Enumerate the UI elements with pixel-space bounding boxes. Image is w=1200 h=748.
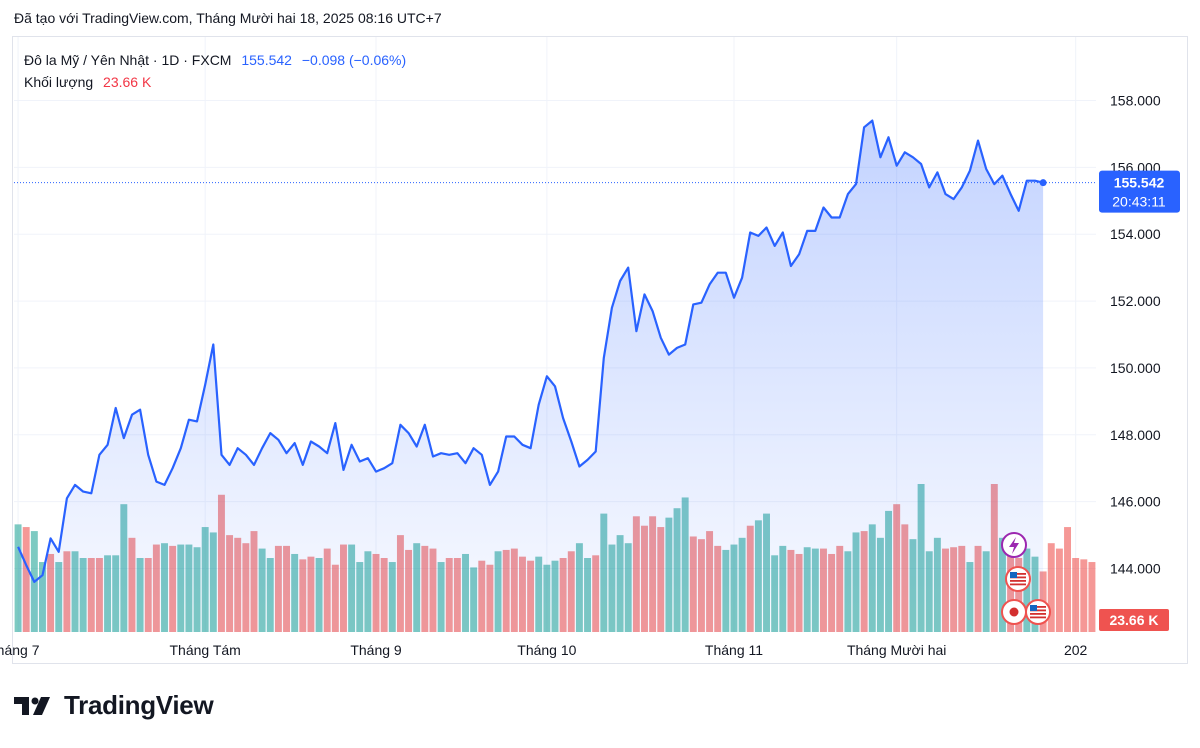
- y-tick-label[interactable]: 148.000: [1110, 427, 1161, 443]
- price-line: [17, 119, 1044, 583]
- y-tick-label[interactable]: 146.000: [1110, 494, 1161, 510]
- volume-bar: [1072, 558, 1080, 632]
- time-axis[interactable]: háng 7 Tháng Tám Tháng 9 Tháng 10 Tháng 11 Th…: [0, 642, 1088, 658]
- us-flag-stripe: [1030, 613, 1046, 615]
- x-tick-label[interactable]: Tháng 9: [350, 642, 402, 658]
- axis-tags: 155.542 20:43:11 23.66 K: [1099, 170, 1180, 631]
- y-tick-label[interactable]: 158.000: [1110, 93, 1161, 109]
- volume-bar: [1047, 543, 1055, 632]
- x-tick-label[interactable]: Tháng 11: [705, 642, 763, 658]
- us-flag-ring: [1025, 599, 1051, 625]
- us-flag-stripe: [1010, 580, 1026, 582]
- volume-bar: [1080, 559, 1088, 632]
- price-area: [14, 119, 1096, 632]
- us-flag-icon[interactable]: [1025, 599, 1051, 625]
- price-tag: [1099, 170, 1180, 213]
- volume-label[interactable]: Khối lượng: [24, 74, 94, 90]
- x-tick-label[interactable]: 202: [1064, 642, 1088, 658]
- event-icons[interactable]: [1001, 532, 1051, 625]
- volume-bar: [1064, 527, 1071, 632]
- lightning-icon-bolt: [1009, 537, 1019, 554]
- us-flag-ring: [1005, 566, 1031, 592]
- price-area-fill: [18, 120, 1044, 632]
- chart-frame: [12, 36, 1188, 664]
- legend-change: −0.098 (−0.06%): [301, 52, 407, 68]
- x-tick-label[interactable]: Tháng Tám: [170, 642, 241, 658]
- tradingview-logo-icon: [14, 696, 50, 715]
- y-tick-label[interactable]: 152.000: [1110, 293, 1161, 309]
- us-flag-canton: [1030, 605, 1037, 611]
- us-flag-stripe: [1030, 606, 1046, 608]
- us-flag-icon[interactable]: [1005, 566, 1031, 592]
- volume-tag-value: 23.66 K: [1109, 612, 1158, 628]
- last-price-dot: [1039, 179, 1047, 187]
- y-tick-label[interactable]: 150.000: [1110, 360, 1161, 376]
- us-flag-stripe: [1010, 573, 1026, 575]
- chart-legend: Đô la Mỹ / Yên Nhật · 1D · FXCM 155.542 …: [24, 49, 406, 93]
- us-flag-stripe: [1010, 583, 1026, 586]
- y-tick-label[interactable]: 154.000: [1110, 226, 1161, 242]
- x-tick-label[interactable]: Tháng 10: [517, 642, 576, 658]
- price-axis[interactable]: 158.000156.000154.000152.000150.000148.0…: [1110, 93, 1161, 577]
- chart-caption: Đã tạo với TradingView.com, Tháng Mười h…: [14, 10, 442, 26]
- brand-logo[interactable]: TradingView: [14, 690, 214, 721]
- us-flag-canton: [1010, 572, 1017, 578]
- us-flag-stripe: [1030, 616, 1046, 619]
- volume-value: 23.66 K: [103, 74, 152, 90]
- us-flag-stripe: [1030, 609, 1046, 612]
- us-flag-stripe: [1010, 576, 1026, 579]
- price-tag-countdown: 20:43:11: [1112, 194, 1166, 210]
- x-tick-label[interactable]: Tháng Mười hai: [847, 642, 946, 658]
- lightning-icon[interactable]: [1001, 532, 1027, 558]
- symbol-title[interactable]: Đô la Mỹ / Yên Nhật · 1D · FXCM: [24, 52, 232, 68]
- volume-tag: [1099, 609, 1169, 631]
- price-tag-value: 155.542: [1114, 175, 1165, 191]
- y-tick-label[interactable]: 144.000: [1110, 560, 1161, 576]
- volume-bar: [14, 524, 22, 632]
- x-tick-label[interactable]: háng 7: [0, 642, 40, 658]
- japan-flag-sun: [1009, 607, 1019, 617]
- legend-price: 155.542: [241, 52, 292, 68]
- volume-bar: [1055, 548, 1063, 632]
- brand-name: TradingView: [64, 690, 214, 720]
- japan-flag-icon[interactable]: [1001, 599, 1027, 625]
- volume-bar: [1088, 562, 1096, 632]
